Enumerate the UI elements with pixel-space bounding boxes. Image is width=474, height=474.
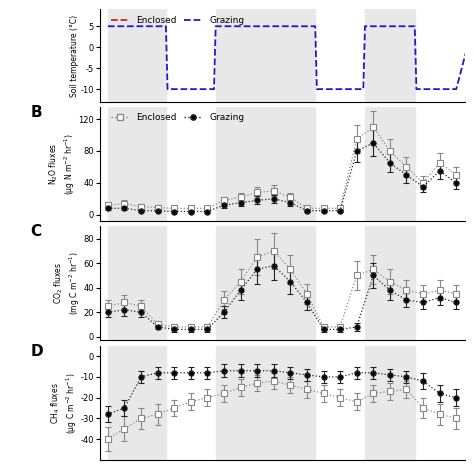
Bar <box>108 107 166 221</box>
Legend: Enclosed, Grazing: Enclosed, Grazing <box>108 12 248 28</box>
Bar <box>216 9 315 102</box>
Text: D: D <box>30 344 43 358</box>
Bar <box>216 227 315 340</box>
Bar <box>365 107 415 221</box>
Bar <box>365 9 415 102</box>
Bar <box>216 346 315 460</box>
Bar <box>216 107 315 221</box>
Bar <box>108 346 166 460</box>
Legend: Enclosed, Grazing: Enclosed, Grazing <box>108 109 248 126</box>
Bar <box>365 346 415 460</box>
Bar <box>365 227 415 340</box>
Y-axis label: Soil temperature (°C): Soil temperature (°C) <box>70 15 79 97</box>
Text: B: B <box>30 105 42 120</box>
Y-axis label: CH$_4$ fluxes
(μg C m$^{-2}$ hr$^{-1}$): CH$_4$ fluxes (μg C m$^{-2}$ hr$^{-1}$) <box>50 372 79 434</box>
Bar <box>108 9 166 102</box>
Bar <box>108 227 166 340</box>
Text: C: C <box>30 224 41 239</box>
Y-axis label: N$_2$O fluxes
(μg N m$^{-2}$ hr$^{-1}$): N$_2$O fluxes (μg N m$^{-2}$ hr$^{-1}$) <box>48 133 77 195</box>
Y-axis label: CO$_2$ fluxes
(mg C m$^{-2}$ hr$^{-1}$): CO$_2$ fluxes (mg C m$^{-2}$ hr$^{-1}$) <box>53 252 82 316</box>
